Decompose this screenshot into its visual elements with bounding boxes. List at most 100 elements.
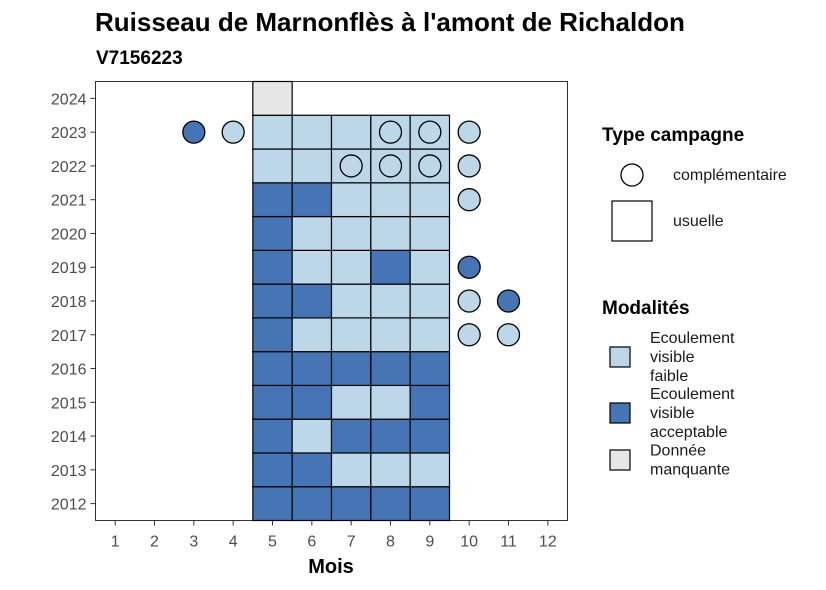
cell-usuelle-2019-9 bbox=[409, 249, 451, 285]
x-tick-label: 11 bbox=[500, 534, 517, 551]
y-tick-label: 2014 bbox=[51, 429, 87, 446]
y-tick-label: 2018 bbox=[51, 294, 87, 311]
point-complementaire-2022-8 bbox=[378, 154, 403, 178]
cell-usuelle-2017-7 bbox=[330, 317, 372, 353]
point-complementaire-2018-11 bbox=[496, 289, 521, 313]
cell-usuelle-2022-5 bbox=[252, 148, 293, 184]
cell-usuelle-2015-7 bbox=[330, 384, 372, 420]
cell-usuelle-2014-5 bbox=[252, 418, 293, 454]
cell-usuelle-2012-7 bbox=[330, 486, 372, 522]
cell-usuelle-2012-5 bbox=[252, 486, 293, 522]
y-tick-label: 2024 bbox=[51, 91, 87, 108]
cell-usuelle-2014-6 bbox=[291, 418, 333, 454]
legend-label-acceptable: Ecoulement visible acceptable bbox=[650, 386, 735, 441]
cell-usuelle-2022-6 bbox=[291, 148, 333, 184]
x-tick-label: 12 bbox=[539, 534, 557, 551]
cell-usuelle-2018-8 bbox=[370, 283, 411, 319]
point-complementaire-2023-4 bbox=[221, 120, 245, 144]
cell-usuelle-2019-5 bbox=[252, 249, 293, 285]
cell-usuelle-2015-5 bbox=[252, 384, 293, 420]
chart-title: Ruisseau de Marnonflès à l'amont de Rich… bbox=[95, 7, 685, 37]
legend-title-type: Type campagne bbox=[602, 125, 744, 146]
legend-label-faible: Ecoulement visible faible bbox=[650, 330, 735, 385]
axes-layer: 1 2 3 4 5 6 7 8 9 10 11 122012201320142015201620172… bbox=[51, 91, 557, 550]
cell-usuelle-2013-8 bbox=[370, 452, 411, 488]
legend-key-circle bbox=[620, 163, 644, 187]
point-complementaire-2023-9 bbox=[418, 120, 442, 144]
cells-layer bbox=[252, 80, 451, 522]
cell-usuelle-2020-8 bbox=[370, 215, 411, 251]
cell-usuelle-2014-7 bbox=[330, 418, 372, 454]
y-tick-label: 2019 bbox=[51, 260, 87, 277]
legend: Type campagne complémentaire usuelle Modali… bbox=[602, 125, 787, 479]
x-tick-label: 6 bbox=[307, 534, 316, 551]
cell-usuelle-2013-6 bbox=[291, 452, 333, 488]
cell-usuelle-2019-8 bbox=[370, 249, 411, 285]
point-complementaire-2021-10 bbox=[457, 188, 481, 212]
x-tick-label: 3 bbox=[189, 534, 198, 551]
legend-label-complémentaire: complémentaire bbox=[673, 167, 787, 184]
cell-usuelle-2018-9 bbox=[409, 283, 451, 319]
point-complementaire-2022-10 bbox=[457, 154, 481, 178]
legend-swatch-manquante bbox=[609, 449, 631, 471]
point-complementaire-2022-7 bbox=[339, 154, 363, 178]
y-tick-label: 2023 bbox=[51, 125, 87, 142]
y-tick-label: 2013 bbox=[51, 463, 87, 480]
legend-key-square bbox=[611, 200, 653, 242]
cell-usuelle-2012-9 bbox=[409, 486, 451, 522]
cell-usuelle-2019-7 bbox=[330, 249, 372, 285]
cell-usuelle-2024-5 bbox=[252, 80, 293, 116]
y-tick-label: 2021 bbox=[51, 193, 87, 210]
points-layer bbox=[182, 120, 521, 347]
cell-usuelle-2015-8 bbox=[370, 384, 411, 420]
legend-swatch-acceptable bbox=[609, 402, 631, 424]
chart-subtitle: V7156223 bbox=[96, 48, 183, 69]
cell-usuelle-2017-5 bbox=[252, 317, 293, 353]
point-complementaire-2022-9 bbox=[418, 154, 442, 178]
point-complementaire-2023-3 bbox=[182, 120, 206, 144]
y-tick-label: 2012 bbox=[51, 497, 87, 514]
legend-label-manquante: Donnée manquante bbox=[650, 443, 730, 479]
legend-swatch-faible bbox=[609, 346, 631, 368]
cell-usuelle-2016-5 bbox=[252, 351, 293, 387]
x-axis-title: Mois bbox=[308, 556, 354, 578]
cell-usuelle-2015-9 bbox=[409, 384, 451, 420]
cell-usuelle-2018-5 bbox=[252, 283, 293, 319]
point-complementaire-2017-10 bbox=[457, 323, 481, 347]
cell-usuelle-2015-6 bbox=[291, 384, 333, 420]
cell-usuelle-2018-7 bbox=[330, 283, 372, 319]
point-complementaire-2023-10 bbox=[457, 120, 481, 144]
cell-usuelle-2016-8 bbox=[370, 351, 411, 387]
x-tick-label: 2 bbox=[150, 534, 159, 551]
cell-usuelle-2013-5 bbox=[252, 452, 293, 488]
x-tick-label: 7 bbox=[347, 534, 356, 551]
cell-usuelle-2014-8 bbox=[370, 418, 411, 454]
point-complementaire-2018-10 bbox=[457, 289, 481, 313]
x-tick-label: 9 bbox=[425, 534, 434, 551]
cell-usuelle-2014-9 bbox=[409, 418, 451, 454]
cell-usuelle-2020-7 bbox=[330, 215, 372, 251]
cell-usuelle-2021-9 bbox=[409, 182, 451, 218]
cell-usuelle-2012-6 bbox=[291, 486, 333, 522]
y-tick-label: 2022 bbox=[51, 159, 87, 176]
y-tick-label: 2020 bbox=[51, 226, 87, 243]
cell-usuelle-2020-6 bbox=[291, 215, 333, 251]
point-complementaire-2017-11 bbox=[496, 323, 521, 347]
cell-usuelle-2016-9 bbox=[409, 351, 451, 387]
cell-usuelle-2017-6 bbox=[291, 317, 333, 353]
cell-usuelle-2016-6 bbox=[291, 351, 333, 387]
x-tick-label: 4 bbox=[229, 534, 238, 551]
cell-usuelle-2013-9 bbox=[409, 452, 451, 488]
cell-usuelle-2021-6 bbox=[291, 182, 333, 218]
legend-label-usuelle: usuelle bbox=[673, 213, 724, 230]
cell-usuelle-2021-5 bbox=[252, 182, 293, 218]
cell-usuelle-2021-8 bbox=[370, 182, 411, 218]
y-tick-label: 2017 bbox=[51, 328, 87, 345]
cell-usuelle-2012-8 bbox=[370, 486, 411, 522]
point-complementaire-2023-8 bbox=[378, 120, 403, 144]
cell-usuelle-2019-6 bbox=[291, 249, 333, 285]
x-tick-label: 10 bbox=[460, 534, 478, 551]
x-tick-label: 5 bbox=[268, 534, 277, 551]
x-tick-label: 8 bbox=[386, 534, 395, 551]
